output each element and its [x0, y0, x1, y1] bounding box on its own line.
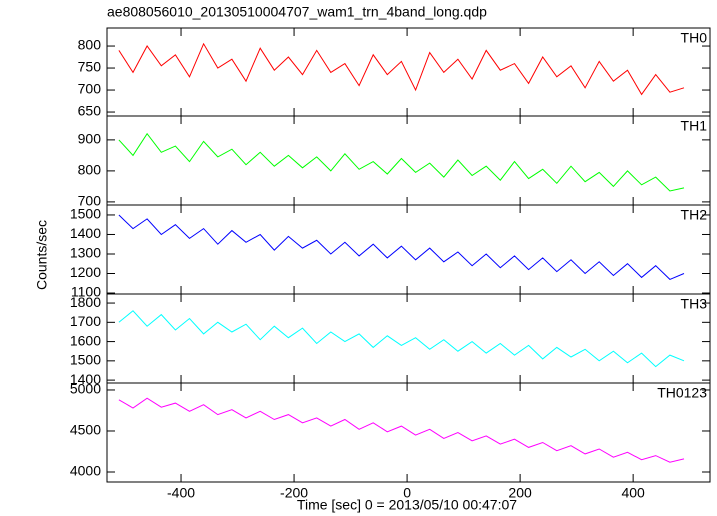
y-tick-label: 4500: [70, 422, 101, 438]
panel-frame: [106, 382, 711, 483]
y-tick-label: 900: [78, 131, 102, 147]
x-tick-label: -200: [280, 485, 308, 501]
y-tick-label: 1100: [71, 284, 101, 300]
y-tick-label: 1700: [70, 313, 101, 329]
series-line: [118, 310, 685, 368]
series-line: [118, 42, 685, 96]
panel-frame: [106, 204, 711, 295]
x-tick-label: 400: [621, 485, 645, 501]
panel-label: TH3: [681, 296, 708, 312]
y-tick-label: 1800: [70, 294, 101, 310]
y-tick-label: 700: [78, 193, 102, 209]
y-tick-label: 750: [78, 59, 102, 75]
y-tick-label: 800: [78, 37, 102, 53]
y-tick-label: 1500: [70, 352, 101, 368]
x-tick-label: 200: [508, 485, 532, 501]
series-line: [118, 397, 685, 463]
y-tick-label: 1600: [70, 332, 101, 348]
y-tick-label: 650: [78, 103, 102, 119]
panel-frame: [106, 115, 711, 206]
panel-label: TH0: [681, 30, 708, 46]
y-tick-label: 800: [78, 162, 102, 178]
y-tick-label: 1300: [70, 245, 101, 261]
series-line: [118, 132, 685, 192]
x-tick-label: -400: [167, 485, 195, 501]
y-tick-label: 1400: [70, 225, 101, 241]
y-tick-label: 1500: [70, 206, 101, 222]
panel-label: TH0123: [657, 385, 707, 401]
panel-frame: [106, 293, 711, 384]
x-tick-label: 0: [403, 485, 411, 501]
figure-title: ae808056010_20130510004707_wam1_trn_4ban…: [107, 4, 487, 20]
y-axis-label: Counts/sec: [34, 220, 50, 290]
y-tick-label: 5000: [70, 381, 101, 397]
y-tick-label: 4000: [70, 463, 101, 479]
panel-label: TH2: [681, 207, 708, 223]
y-tick-label: 1200: [70, 264, 101, 280]
panel-label: TH1: [681, 118, 708, 134]
series-line: [118, 214, 685, 280]
y-tick-label: 700: [78, 81, 102, 97]
x-axis-label: Time [sec] 0 = 2013/05/10 00:47:07: [297, 497, 517, 513]
panel-frame: [106, 27, 711, 117]
y-tick-label: 1400: [70, 371, 101, 387]
